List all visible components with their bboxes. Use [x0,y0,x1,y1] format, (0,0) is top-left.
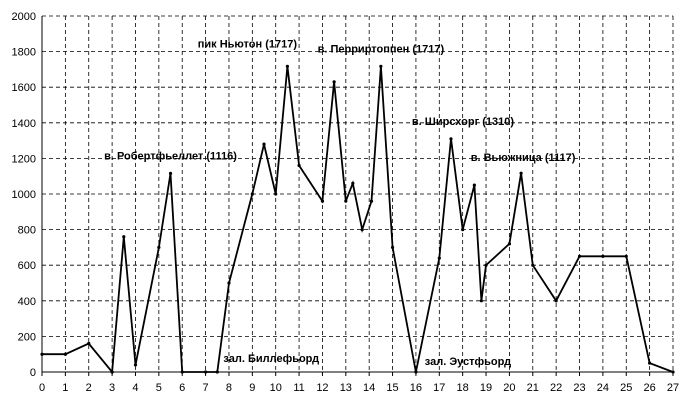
x-tick-label: 9 [249,382,255,394]
data-point [250,192,254,196]
data-point [344,199,348,203]
x-tick-label: 7 [203,382,209,394]
data-point [437,256,441,260]
data-point [285,64,289,68]
y-tick-label: 1200 [12,153,36,165]
x-tick-label: 27 [667,382,679,394]
x-tick-label: 12 [316,382,328,394]
data-point [531,263,535,267]
data-point [507,242,512,246]
grid [42,15,674,372]
data-point [274,192,278,196]
data-point [203,370,208,374]
y-tick-label: 600 [18,260,36,272]
x-tick-label: 22 [550,382,562,394]
annotations: в. Робертфьеллет (1116) пик Ньютон (1717)… [104,38,576,368]
data-point [320,199,325,203]
annotation-label: зал. Биллефьорд [223,353,319,365]
data-point [671,370,675,374]
data-point [414,370,418,374]
x-tick-label: 6 [179,382,185,394]
series-layer [40,64,675,375]
x-tick-label: 10 [270,382,282,394]
data-point [554,299,558,303]
data-point [379,64,383,68]
x-tick-label: 4 [132,382,138,394]
data-point [461,228,465,232]
x-tick-label: 26 [644,382,656,394]
y-tick-label: 1400 [12,118,36,130]
data-point [369,199,374,203]
y-tick-label: 800 [18,225,36,237]
x-tick-label: 1 [62,382,68,394]
x-tick-label: 8 [226,382,232,394]
data-point [648,361,652,365]
x-tick-label: 11 [293,382,304,394]
y-tick-label: 400 [18,296,36,308]
x-tick-label: 21 [527,382,539,394]
x-tick-label: 19 [480,382,492,394]
x-tick-label: 2 [86,382,92,394]
data-point [479,299,483,303]
annotation-label: в. Вьюжница (1117) [471,152,576,164]
axes [41,16,674,376]
x-tick-label: 16 [410,382,422,394]
y-tick-label: 0 [30,367,36,379]
data-point [110,370,114,374]
series-line [42,66,674,375]
data-point [87,341,91,346]
data-point [484,263,488,267]
y-tick-label: 200 [18,331,36,343]
annotation-label: в. Ширсхорг (1310) [412,116,514,128]
y-tick-label: 1600 [12,82,36,94]
data-point [472,183,476,187]
annotation-label: зал. Эустфьорд [425,356,511,368]
data-point [157,245,161,249]
x-tick-label: 20 [503,382,515,394]
data-point [624,254,628,258]
x-tick-label: 17 [433,382,445,394]
x-tick-label: 0 [39,382,45,394]
x-tick-label: 23 [573,382,585,394]
data-point [601,254,605,258]
data-point [577,254,582,258]
y-tick-label: 2000 [12,11,36,23]
data-point [133,363,138,367]
data-point [519,171,523,175]
data-point [122,235,126,239]
data-point [63,352,67,356]
annotation-label: в. Перриртоппен (1717) [318,43,445,55]
x-tick-label: 15 [386,382,398,394]
data-point [351,181,355,185]
data-point [262,142,266,146]
x-tick-label: 5 [156,382,162,394]
y-tick-label: 1000 [12,189,36,201]
data-point [297,163,301,168]
x-tick-label: 14 [363,382,375,394]
data-point [390,245,395,249]
x-tick-label: 3 [109,382,115,394]
x-tick-label: 13 [340,382,352,394]
data-point [180,370,184,374]
y-tick-label: 1800 [12,47,36,59]
x-tick-label: 18 [457,382,469,394]
annotation-label: пик Ньютон (1717) [198,38,298,50]
x-tick-label: 24 [597,382,609,394]
data-point [332,80,336,84]
data-point [360,228,364,232]
data-point [227,281,231,285]
annotation-label: в. Робертфьеллет (1116) [104,150,237,162]
data-point [168,171,173,175]
data-point [215,370,219,374]
x-tick-label: 25 [620,382,632,394]
data-point [40,352,44,356]
data-point [449,137,453,141]
